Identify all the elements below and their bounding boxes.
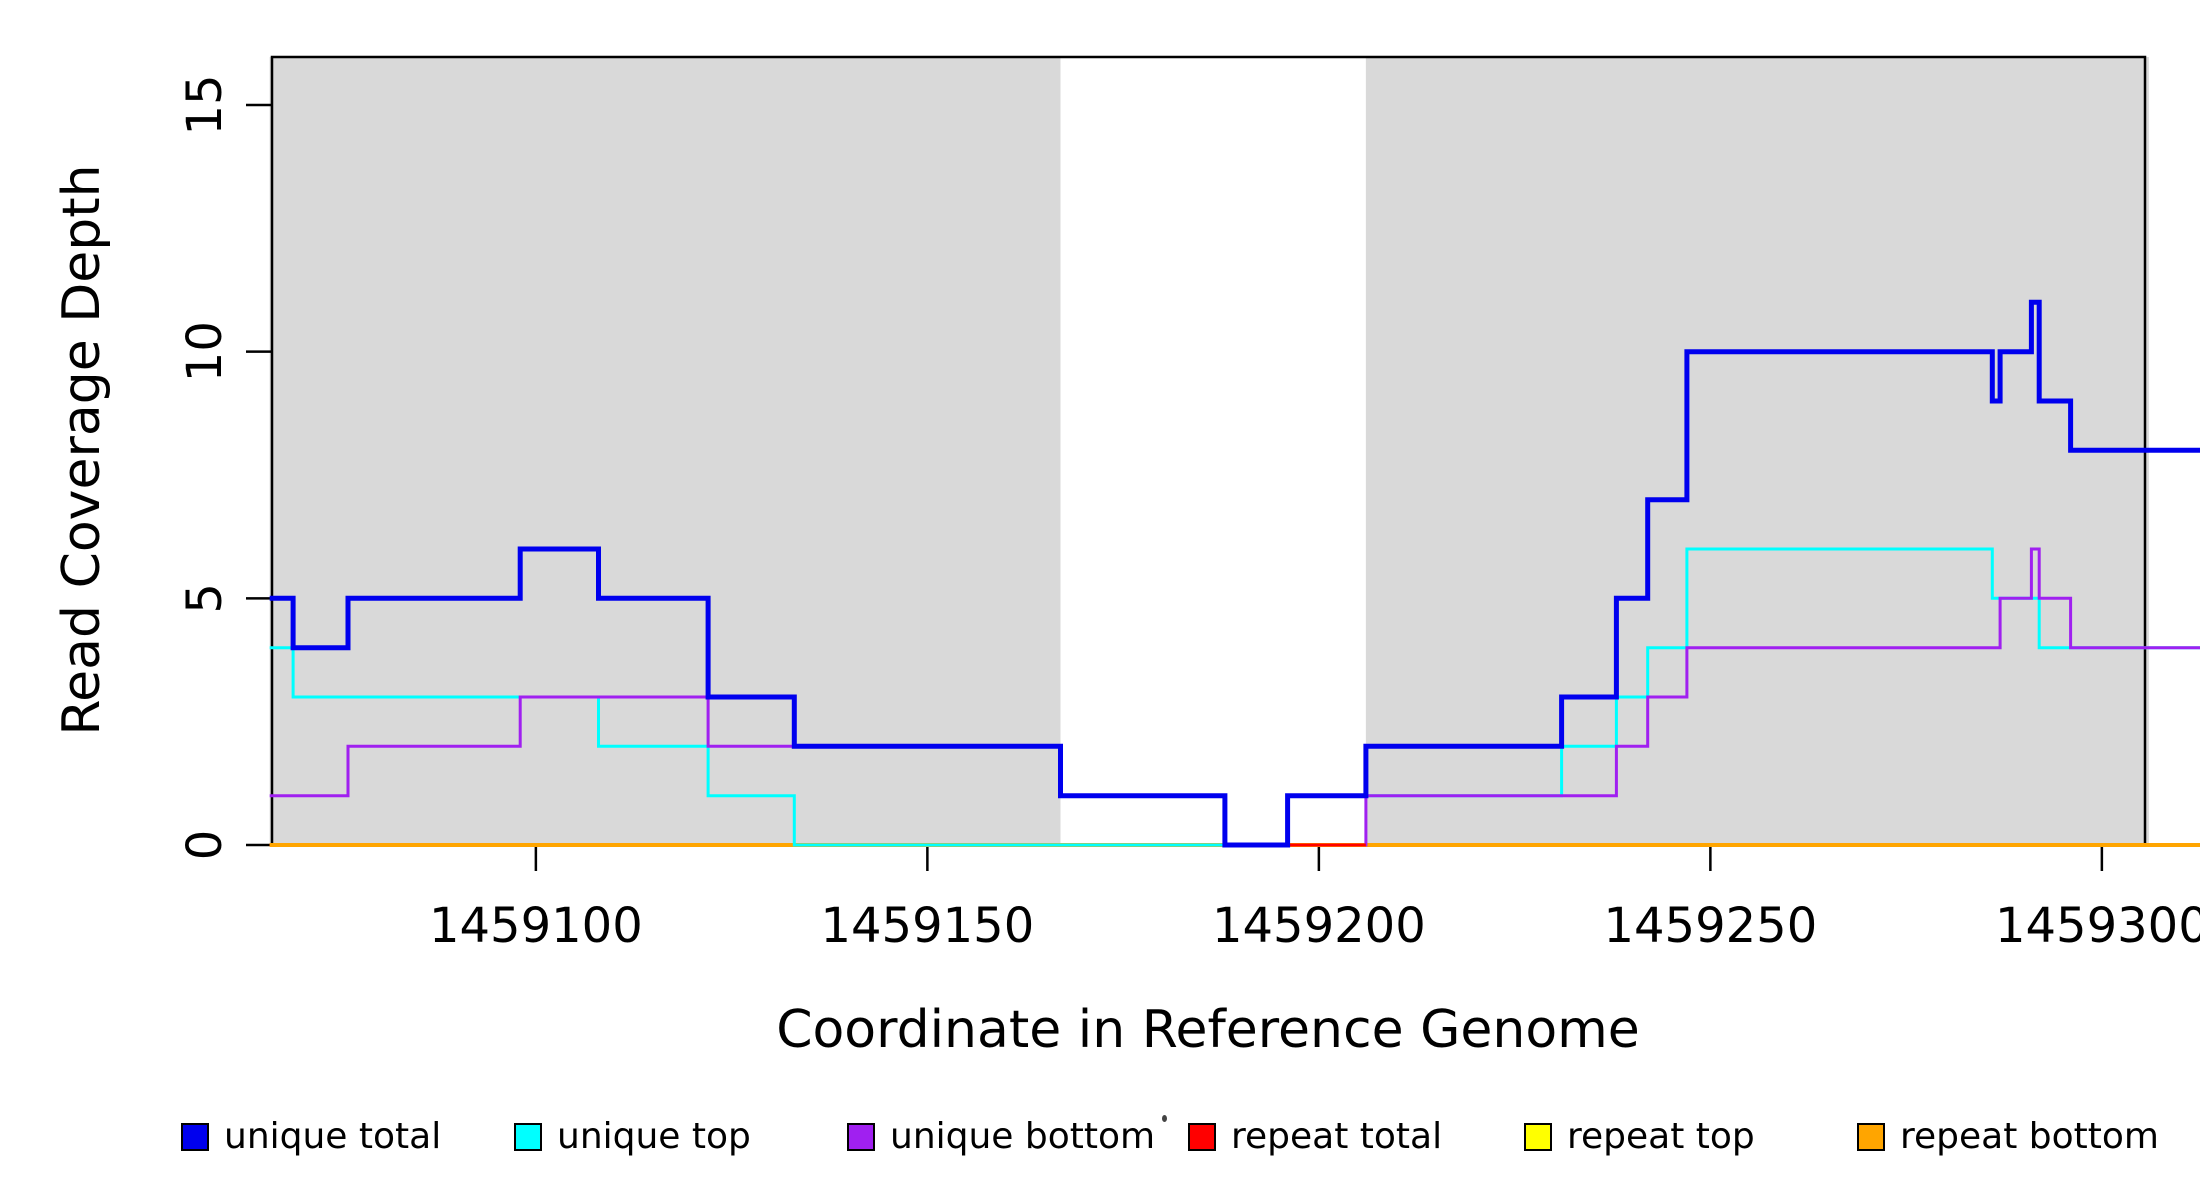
- x-axis-title: Coordinate in Reference Genome: [776, 1000, 1640, 1060]
- y-tick-label: 5: [177, 583, 233, 614]
- series-line-unique-top: [269, 547, 2200, 847]
- x-tick-label: 1459100: [429, 898, 643, 954]
- shaded-region-0: [269, 57, 1061, 845]
- x-tick-label: 1459150: [820, 898, 1034, 954]
- series-line-unique-total: [269, 299, 2200, 848]
- x-tick-label: 1459300: [1995, 898, 2200, 954]
- shaded-region-1: [1365, 57, 2149, 845]
- y-tick-label: 10: [177, 321, 233, 382]
- series-line-unique-bottom: [269, 547, 2200, 847]
- x-tick-label: 1459250: [1603, 898, 1817, 954]
- y-tick-label: 15: [177, 74, 233, 135]
- y-tick-label: 0: [177, 830, 233, 861]
- stray-mark: [1162, 1115, 1167, 1122]
- x-tick-label: 1459200: [1212, 898, 1426, 954]
- y-axis-title: Read Coverage Depth: [52, 164, 112, 736]
